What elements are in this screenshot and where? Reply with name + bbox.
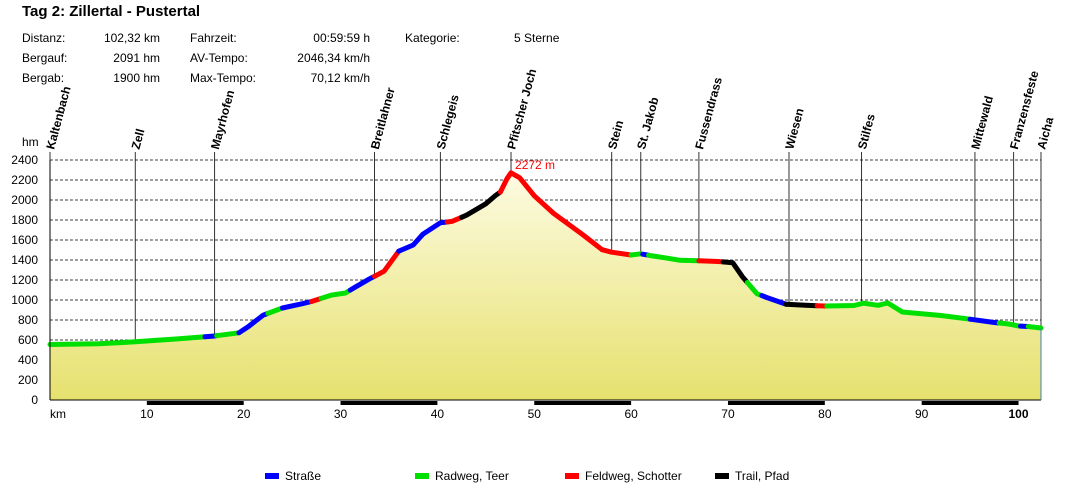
surface-segment-strasse — [279, 299, 314, 311]
y-tick-label: 600 — [18, 333, 38, 347]
legend-label-feldweg: Feldweg, Schotter — [585, 469, 682, 483]
km-scale-block — [340, 401, 438, 405]
x-tick-label: 40 — [431, 407, 445, 421]
y-tick-label: 800 — [18, 313, 38, 327]
surface-segment-feldweg — [444, 214, 465, 225]
y-tick-label: 1800 — [11, 213, 38, 227]
bergab-label: Bergab: — [22, 71, 65, 85]
surface-segment-radweg — [824, 300, 973, 322]
y-tick-label: 2400 — [11, 153, 38, 167]
legend-swatch-radweg — [415, 473, 429, 479]
surface-segment-trail — [459, 189, 503, 220]
x-tick-label: 100 — [1009, 407, 1029, 421]
km-scale-block — [146, 401, 244, 405]
waypoint-label: Zell — [129, 127, 148, 151]
x-tick-label: 10 — [140, 407, 154, 421]
legend-swatch-trail — [715, 473, 729, 479]
y-tick-label: 200 — [18, 373, 38, 387]
surface-segment-feldweg — [505, 170, 605, 253]
distanz-value: 102,32 km — [103, 31, 160, 45]
avtempo-value: 2046,34 km/h — [297, 51, 370, 65]
x-tick-label: 20 — [237, 407, 251, 421]
km-scale-block — [534, 401, 632, 405]
y-tick-label: 1400 — [11, 253, 38, 267]
x-tick-label: 60 — [624, 407, 638, 421]
y-tick-label: 2200 — [11, 173, 38, 187]
surface-segment-strasse — [396, 231, 426, 254]
surface-segment-radweg — [214, 330, 242, 339]
surface-segment-radweg — [318, 287, 353, 301]
y-tick-label: 1000 — [11, 293, 38, 307]
x-axis-title: km — [50, 407, 66, 421]
surface-segment-radweg — [47, 334, 208, 347]
legend-swatch-strasse — [265, 473, 279, 479]
y-tick-label: 400 — [18, 353, 38, 367]
y-tick-label: 1200 — [11, 273, 38, 287]
legend-swatch-feldweg — [565, 473, 579, 479]
legend-label-trail: Trail, Pfad — [735, 469, 789, 483]
x-tick-label: 50 — [528, 407, 542, 421]
x-tick-label: 70 — [721, 407, 735, 421]
surface-segment-radweg — [1025, 324, 1044, 331]
page-title: Tag 2: Zillertal - Pustertal — [22, 3, 201, 20]
peak-label: 2272 m — [515, 158, 555, 172]
kategorie-label: Kategorie: — [405, 31, 460, 45]
surface-segment-feldweg — [372, 248, 402, 279]
km-scale-block — [921, 401, 1019, 405]
maxtempo-label: Max-Tempo: — [190, 71, 257, 85]
legend-label-radweg: Radweg, Teer — [435, 469, 509, 483]
surface-segment-trail — [720, 259, 750, 285]
surface-segment-trail — [783, 301, 820, 309]
kategorie-value: 5 Sterne — [514, 31, 560, 45]
x-tick-label: 90 — [915, 407, 929, 421]
surface-segment-radweg — [265, 305, 285, 316]
maxtempo-value: 70,12 km/h — [310, 71, 370, 85]
y-tick-label: 2000 — [11, 193, 38, 207]
bergauf-label: Bergauf: — [22, 51, 68, 65]
avtempo-label: AV-Tempo: — [190, 51, 248, 65]
surface-segment-strasse — [759, 293, 789, 307]
y-axis-title: hm — [22, 135, 39, 149]
distanz-label: Distanz: — [22, 31, 66, 45]
fahrzeit-label: Fahrzeit: — [190, 31, 237, 45]
bergab-value: 1900 hm — [113, 71, 160, 85]
surface-segment-feldweg — [599, 247, 634, 258]
y-tick-label: 0 — [31, 393, 38, 407]
surface-segment-radweg — [646, 252, 702, 264]
km-scale-block — [727, 401, 825, 405]
y-tick-label: 1600 — [11, 233, 38, 247]
surface-segment-strasse — [236, 310, 271, 336]
elevation-area — [50, 172, 1041, 400]
fahrzeit-value: 00:59:59 h — [313, 31, 370, 45]
x-tick-label: 30 — [334, 407, 348, 421]
legend-label-strasse: Straße — [285, 469, 321, 483]
surface-segment-strasse — [347, 273, 377, 293]
bergauf-value: 2091 hm — [113, 51, 160, 65]
x-tick-label: 80 — [818, 407, 832, 421]
